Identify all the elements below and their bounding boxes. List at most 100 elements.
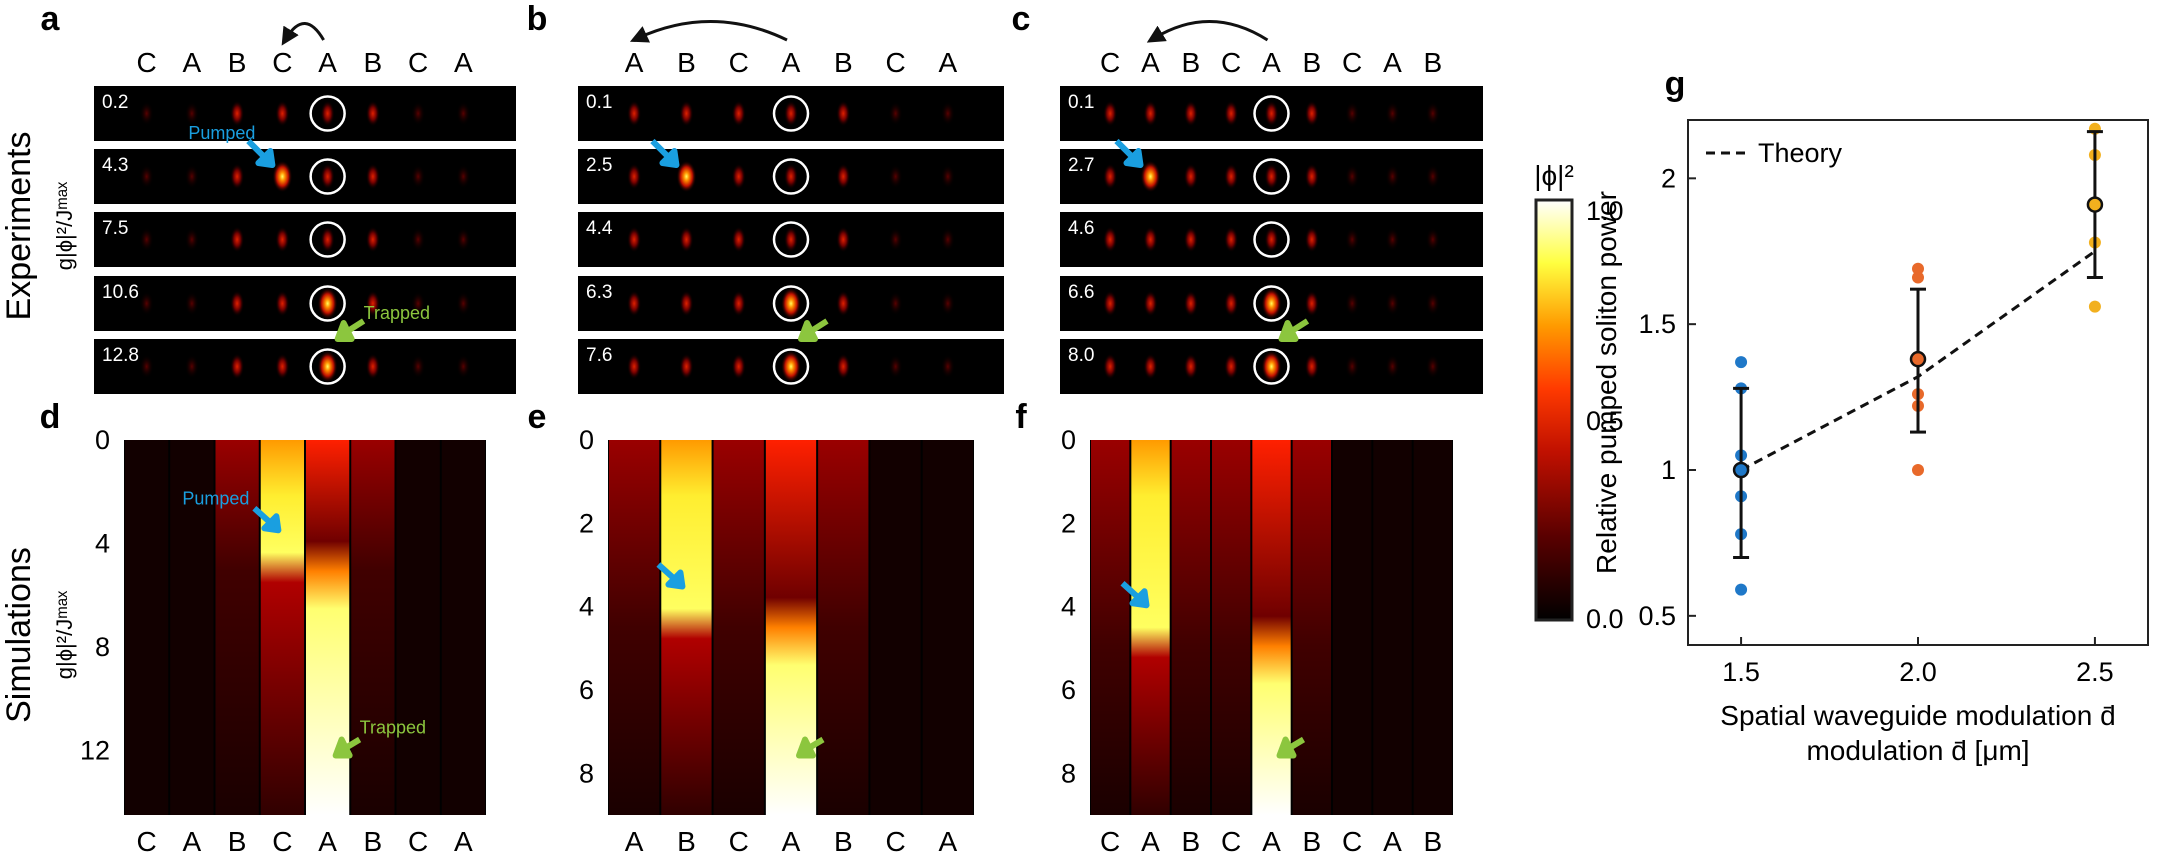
intensity-spot: [676, 160, 697, 193]
intensity-spot: [1425, 164, 1440, 189]
data-point: [1912, 271, 1924, 284]
frame-time-label: 0.1: [586, 92, 612, 113]
panel-letter-f: f: [1015, 398, 1027, 436]
x-axis-label: Spatial waveguide modulation d̄: [1720, 700, 2115, 731]
site-label-e: A: [625, 826, 644, 857]
trap-circle: [309, 95, 346, 132]
y-axis-label: Relative pumped soliton power: [1591, 191, 1622, 574]
intensity-spot: [139, 354, 154, 379]
frame-time-label: 4.4: [586, 218, 613, 239]
intensity-spot: [275, 353, 290, 380]
intensity-spot: [1103, 226, 1118, 253]
frame-time-label: 8.0: [1068, 345, 1094, 366]
intensity-spot: [1304, 290, 1319, 317]
trap-circle: [1253, 221, 1290, 258]
ytick-e: 2: [579, 508, 594, 538]
site-label-b: A: [939, 47, 958, 78]
ytick-d: 12: [80, 735, 110, 765]
experiments-label: Experiments: [0, 132, 38, 321]
intensity-spot: [1224, 290, 1239, 317]
site-label-a: C: [408, 47, 428, 78]
trapped-label: Trapped: [364, 303, 430, 323]
frame-a: [94, 86, 516, 141]
ytick-f: 0: [1061, 425, 1076, 455]
trap-circle: [772, 158, 810, 195]
intensity-spot: [272, 160, 293, 193]
trap-circle: [772, 348, 810, 385]
intensity-spot: [230, 100, 245, 127]
intensity-spot: [139, 101, 154, 126]
intensity-spot: [1385, 227, 1400, 252]
intensity-spot: [230, 353, 245, 380]
intensity-spot: [1425, 101, 1440, 126]
mean-point: [2086, 196, 2104, 213]
legend-label: Theory: [1758, 138, 1843, 168]
intensity-spot: [456, 354, 471, 379]
intensity-spot: [627, 290, 642, 317]
pumped-arrow: [650, 138, 680, 168]
intensity-spot: [1183, 163, 1198, 190]
intensity-spot: [784, 100, 798, 127]
intensity-spot: [230, 226, 245, 253]
panel-letter-e: e: [528, 398, 547, 436]
intensity-spot: [139, 227, 154, 252]
ytick-d: 4: [95, 528, 110, 558]
trapped-arrow: [332, 736, 362, 759]
intensity-spot: [184, 291, 199, 316]
trap-circle: [309, 221, 346, 258]
ytick-f: 6: [1061, 675, 1076, 705]
pumped-arrow: [252, 506, 282, 534]
frame-time-label: 6.3: [586, 282, 612, 303]
site-label-a: A: [454, 47, 473, 78]
intensity-spot: [275, 226, 290, 253]
intensity-spot: [365, 163, 380, 190]
ytick-label: 2: [1661, 163, 1676, 193]
pumped-arrow: [1120, 581, 1150, 609]
site-label-d: A: [318, 826, 337, 857]
intensity-spot: [1103, 290, 1118, 317]
mean-point: [1909, 350, 1927, 368]
intensity-spot: [627, 353, 642, 380]
data-point: [1912, 464, 1924, 476]
intensity-spot: [940, 227, 955, 252]
site-label-d: C: [137, 826, 157, 857]
intensity-spot: [1224, 100, 1239, 127]
site-label-b: A: [782, 47, 801, 78]
trap-circle: [772, 95, 810, 132]
intensity-spot: [1140, 160, 1161, 193]
intensity-spot: [940, 101, 955, 126]
intensity-spot: [836, 353, 851, 380]
site-label-b: C: [729, 47, 749, 78]
intensity-spot: [1304, 100, 1319, 127]
mean-point: [1732, 461, 1750, 479]
hop-arrow-b: [629, 20, 788, 43]
site-label-e: B: [677, 826, 696, 857]
intensity-spot: [940, 354, 955, 379]
ytick-f: 4: [1061, 592, 1076, 622]
heatmap-column: [1212, 440, 1251, 815]
site-label-d: B: [364, 826, 383, 857]
intensity-spot: [317, 350, 338, 383]
intensity-spot: [836, 290, 851, 317]
panel-letter-d: d: [40, 398, 61, 436]
intensity-spot: [1264, 226, 1279, 253]
site-label-d: A: [454, 826, 473, 857]
intensity-spot: [1385, 291, 1400, 316]
site-label-c: C: [1100, 47, 1120, 78]
heatmap-column: [1091, 440, 1130, 815]
site-label-e: B: [834, 826, 853, 857]
heatmap-column: [306, 440, 350, 815]
ytick-d: 8: [95, 632, 110, 662]
xtick-label: 2.0: [1899, 657, 1937, 687]
intensity-spot: [411, 291, 426, 316]
heatmap-column: [1171, 440, 1210, 815]
heatmap-column: [1252, 440, 1291, 815]
frame-time-label: 4.6: [1068, 218, 1094, 239]
exp-ylabel: g|ϕ|²/Jᵐᵃˣ: [52, 181, 77, 270]
colorbar-tick: 0.0: [1586, 604, 1624, 634]
intensity-spot: [1264, 163, 1279, 190]
intensity-spot: [317, 287, 338, 320]
heatmap-column: [215, 440, 259, 815]
intensity-spot: [1385, 164, 1400, 189]
